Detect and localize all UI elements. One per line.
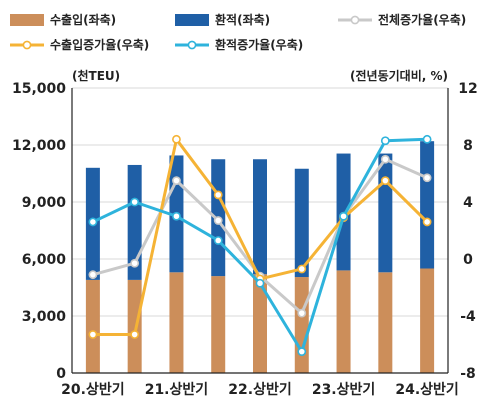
left-tick-label: 12,000 (12, 138, 66, 154)
legend-label: 환적증가율(우축) (215, 37, 303, 52)
x-tick-label: 21.상반기 (145, 381, 208, 398)
left-tick-label: 3,000 (22, 309, 67, 325)
left-tick-label: 0 (56, 366, 66, 382)
series-marker (88, 217, 98, 227)
left-tick-label: 6,000 (22, 252, 67, 268)
bar-transshipment (294, 168, 309, 278)
legend-marker (350, 15, 360, 25)
series-marker (422, 134, 432, 144)
axes (71, 88, 449, 374)
x-tick-label: 24.상반기 (395, 381, 458, 398)
x-tick-label: 22.상반기 (228, 381, 291, 398)
bar-export-import (211, 276, 226, 373)
lines (88, 134, 432, 357)
right-tick-label: 0 (463, 252, 473, 268)
bar-export-import (420, 268, 435, 373)
series-marker (88, 330, 98, 339)
series-marker (380, 176, 390, 186)
right-axis-unit: (전년동기대비, %) (350, 68, 448, 83)
bar-export-import (253, 274, 267, 373)
bar-export-import (85, 279, 100, 373)
series-marker (130, 258, 140, 268)
series-marker (172, 211, 181, 221)
series-marker (422, 217, 432, 227)
legend-label: 환적(좌축) (215, 12, 270, 27)
series-marker (88, 270, 98, 280)
bars (85, 141, 435, 373)
series-marker (130, 197, 140, 207)
series-marker (130, 330, 140, 339)
series-marker (213, 216, 223, 225)
bar-export-import (294, 277, 309, 373)
bar-transshipment (420, 141, 435, 269)
legend-label: 수출입(좌축) (50, 12, 116, 27)
series-marker (422, 173, 432, 183)
left-axis-unit: (천TEU) (72, 68, 120, 83)
bar-export-import (127, 279, 142, 373)
legend-swatch (175, 14, 209, 26)
bar-transshipment (378, 153, 393, 273)
right-tick-label: 4 (463, 195, 473, 211)
right-tick-label: -8 (460, 366, 476, 382)
x-tick-label: 23.상반기 (312, 381, 375, 398)
legend: 수출입(좌축) 환적(좌축) 전체증가율(우축) 수출입증가율(우축) 환적증가율(우축… (10, 12, 466, 52)
left-tick-label: 9,000 (22, 195, 67, 211)
legend-swatch (10, 14, 44, 26)
right-tick-label: -4 (460, 309, 476, 325)
series-marker (380, 154, 390, 164)
bar-export-import (169, 272, 184, 373)
legend-label: 수출입증가율(우축) (50, 37, 149, 52)
legend-marker (187, 40, 197, 50)
bar-export-import (378, 272, 393, 373)
right-tick-label: 8 (463, 138, 473, 154)
series-marker (172, 134, 181, 144)
right-tick-label: 12 (458, 81, 477, 97)
legend-marker (22, 40, 32, 50)
series-marker (255, 278, 265, 288)
series-marker (339, 211, 348, 221)
bar-transshipment (253, 159, 267, 275)
left-tick-label: 15,000 (12, 81, 66, 97)
bar-transshipment (127, 164, 142, 280)
tick-labels: 0 3,000 6,000 9,000 12,000 15,000 -8 -4 0 4 8 12 20.… (12, 81, 478, 398)
series-marker (213, 190, 223, 200)
series-marker (380, 136, 390, 146)
x-tick-label: 20.상반기 (61, 381, 124, 398)
series-marker (172, 176, 181, 186)
series-marker (213, 236, 223, 245)
series-marker (297, 347, 307, 357)
series-marker (297, 264, 307, 274)
series-marker (297, 308, 307, 318)
bar-export-import (336, 270, 351, 373)
legend-label: 전체증가율(우축) (378, 12, 466, 27)
